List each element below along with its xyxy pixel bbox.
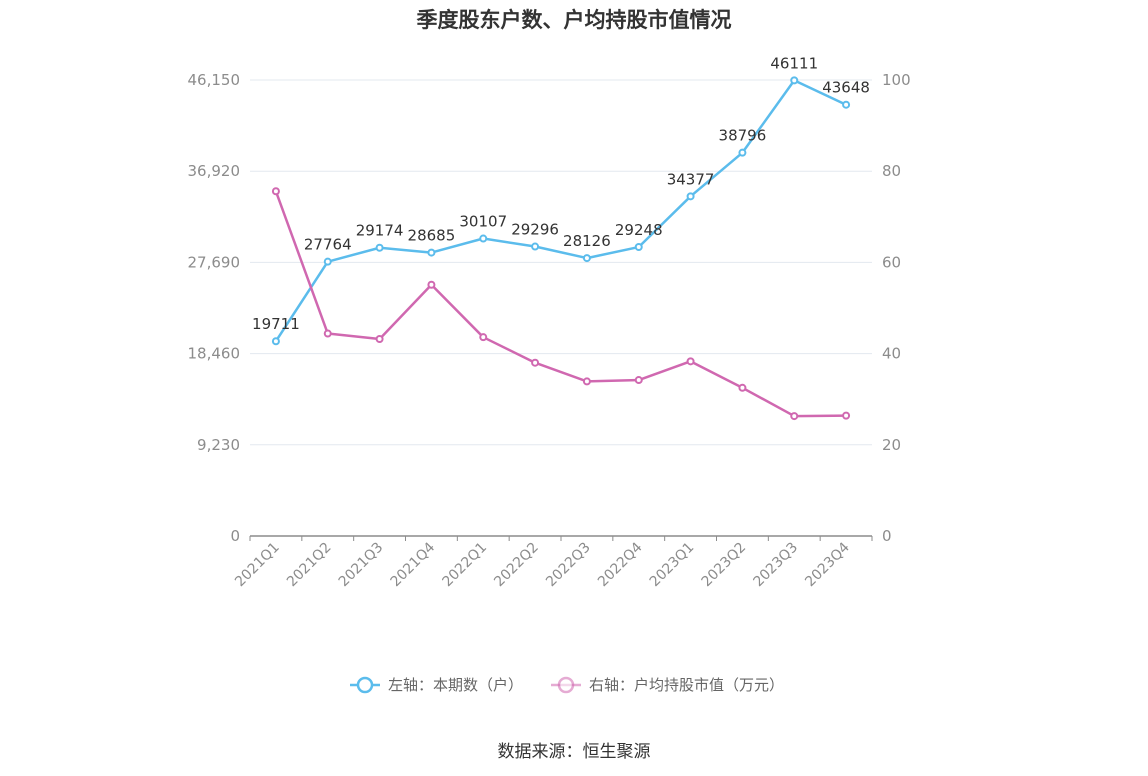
x-tick-label: 2022Q2 [491, 540, 542, 591]
data-point-1 [686, 192, 695, 201]
legend-item-1[interactable]: 左轴：本期数（户） [350, 676, 523, 694]
legend-item-2[interactable]: 右轴：户均持股市值（万元） [551, 676, 784, 694]
y-right-tick-label: 60 [882, 253, 901, 271]
x-tick-label: 2023Q3 [750, 540, 801, 591]
legend-marker [557, 676, 575, 694]
legend[interactable]: 左轴：本期数（户） 右轴：户均持股市值（万元） [350, 676, 784, 694]
x-tick-label: 2022Q3 [543, 540, 594, 591]
data-label: 29296 [511, 221, 559, 239]
x-tick-label: 2021Q2 [284, 540, 335, 591]
data-point-2 [582, 377, 591, 386]
legend-label: 右轴：户均持股市值（万元） [589, 676, 784, 694]
x-tick-label: 2023Q2 [699, 540, 750, 591]
y-left-tick-label: 9,230 [197, 436, 240, 454]
data-point-2 [271, 187, 280, 196]
series-layer [271, 76, 851, 421]
y-right-tick-label: 40 [882, 345, 901, 363]
data-point-1 [531, 242, 540, 251]
x-tick-label: 2021Q3 [336, 540, 387, 591]
y-left-tick-label: 18,460 [188, 345, 241, 363]
grid-lines [250, 79, 872, 446]
chart-title: 季度股东户数、户均持股市值情况 [416, 8, 732, 32]
x-tick-label: 2021Q4 [388, 539, 439, 590]
data-point-1 [738, 148, 747, 157]
data-label: 27764 [304, 236, 352, 254]
x-tick-label: 2022Q4 [595, 539, 646, 590]
series-line-1 [274, 79, 847, 342]
data-label: 43648 [822, 79, 870, 97]
y-right-tick-label: 80 [882, 162, 901, 180]
data-label: 34377 [667, 170, 715, 188]
data-point-1 [375, 243, 384, 252]
y-left-tick-label: 27,690 [188, 253, 241, 271]
data-label: 30107 [459, 213, 507, 231]
x-tick-label: 2023Q4 [802, 539, 853, 590]
data-point-2 [531, 358, 540, 367]
data-point-2 [375, 335, 384, 344]
data-point-1 [582, 254, 591, 263]
y-left-tick-label: 0 [230, 527, 240, 545]
legend-label: 左轴：本期数（户） [388, 676, 523, 694]
data-point-2 [842, 411, 851, 420]
data-point-1 [271, 337, 280, 346]
data-point-2 [427, 280, 436, 289]
data-label: 38796 [719, 127, 767, 145]
y-right-tick-label: 20 [882, 436, 901, 454]
y-right-tick-label: 0 [882, 527, 892, 545]
data-point-2 [686, 357, 695, 366]
data-point-2 [323, 329, 332, 338]
y-right-tick-label: 100 [882, 71, 911, 89]
data-label: 28126 [563, 232, 611, 250]
data-point-1 [323, 257, 332, 266]
source-note: 数据来源：恒生聚源 [497, 742, 651, 762]
series-line-2 [274, 190, 847, 418]
data-point-1 [842, 100, 851, 109]
data-label: 46111 [770, 54, 818, 72]
x-tick-label: 2022Q1 [439, 540, 490, 591]
data-point-1 [427, 248, 436, 257]
y-left-tick-label: 36,920 [188, 162, 241, 180]
data-point-1 [634, 243, 643, 252]
y-left-tick-label: 46,150 [188, 71, 241, 89]
data-point-2 [738, 383, 747, 392]
data-point-2 [634, 376, 643, 385]
data-point-2 [479, 333, 488, 342]
data-label: 29174 [356, 222, 404, 240]
x-tick-label: 2023Q1 [647, 540, 698, 591]
data-label: 29248 [615, 221, 663, 239]
data-point-2 [790, 412, 799, 421]
data-point-1 [790, 76, 799, 85]
legend-marker [356, 676, 374, 694]
data-label: 19711 [252, 315, 300, 333]
data-label: 28685 [408, 227, 456, 245]
data-point-1 [479, 234, 488, 243]
x-tick-label: 2021Q1 [232, 540, 283, 591]
